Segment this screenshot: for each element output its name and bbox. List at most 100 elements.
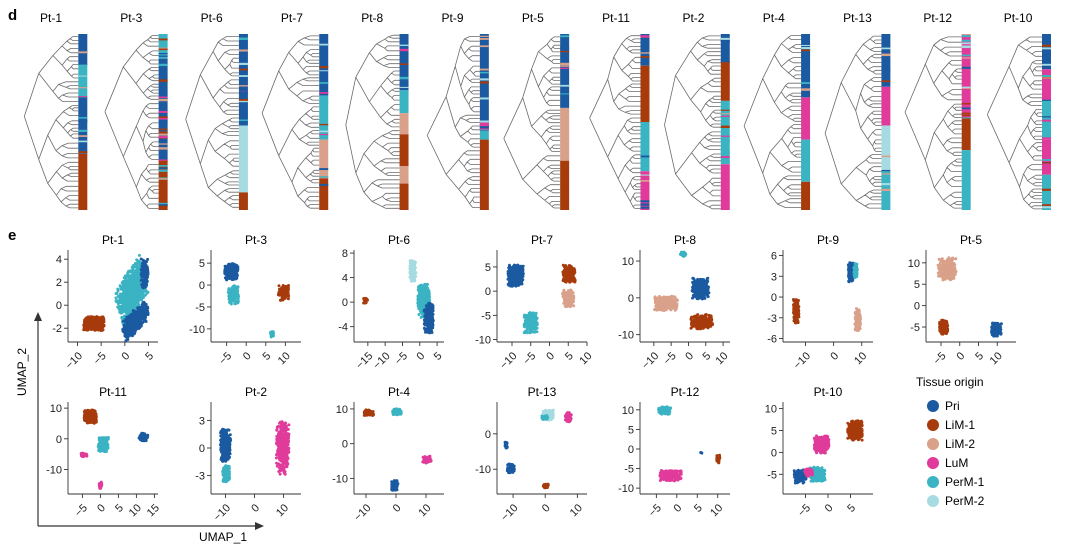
tree-branches (589, 35, 641, 209)
tree-pt-11: Pt-11 (589, 11, 650, 210)
tree-branches (104, 35, 159, 209)
cell-point (425, 317, 429, 321)
cell-point (525, 317, 529, 321)
cell-point (419, 287, 423, 291)
cell-point (144, 289, 148, 293)
tree-segment-perm-2 (238, 125, 248, 193)
cell-point (228, 298, 232, 302)
segment-stripe (479, 126, 489, 129)
cell-point (507, 283, 511, 287)
cell-point (125, 318, 129, 322)
tree-title: Pt-12 (923, 11, 952, 25)
cell-point (423, 308, 427, 312)
segment-block (158, 160, 168, 210)
segment-block (319, 34, 329, 96)
segment-block (640, 171, 650, 210)
cell-point (130, 321, 134, 325)
cell-point (127, 322, 131, 326)
segment-stripe (720, 125, 730, 128)
segment-block (399, 90, 409, 114)
segment-stripe (720, 114, 730, 117)
segment-stripe (319, 82, 329, 84)
cell-point (134, 275, 138, 279)
cell-point (514, 273, 518, 277)
cell-point (698, 283, 702, 287)
segment-stripe (640, 35, 650, 38)
cell-point (535, 321, 539, 325)
cell-point (568, 272, 572, 276)
cell-point (99, 320, 102, 324)
cluster-pri (223, 262, 240, 282)
cell-point (229, 301, 233, 305)
cell-point (133, 330, 137, 334)
segment-stripe (158, 135, 168, 139)
segment-stripe (1042, 77, 1051, 79)
cluster-perm-2 (408, 259, 418, 283)
cell-point (702, 287, 706, 291)
cell-point (567, 267, 571, 271)
cell-point (230, 267, 234, 270)
cell-point (124, 333, 128, 337)
cell-point (139, 268, 143, 272)
cell-point (235, 276, 239, 280)
x-tick-label: 5 (261, 350, 274, 363)
cell-point (126, 302, 129, 306)
cell-point (131, 324, 135, 328)
segment-stripe (158, 167, 168, 170)
cell-point (691, 276, 695, 280)
cell-point (130, 265, 134, 269)
cell-point (126, 334, 130, 338)
cell-point (121, 280, 125, 283)
segment-stripe (961, 107, 971, 110)
x-tick-label: 5 (143, 350, 156, 363)
tree-branches (986, 36, 1042, 210)
cluster-pri (121, 300, 150, 343)
cell-point (426, 329, 430, 333)
segment-block (399, 34, 409, 91)
segment-stripe (158, 79, 168, 82)
cell-point (136, 311, 140, 315)
cluster-lim-2 (653, 294, 679, 313)
tree-segment-lum (961, 34, 971, 119)
cell-point (126, 307, 130, 311)
segment-stripe (961, 57, 971, 59)
segment-block (78, 34, 88, 66)
cell-point (140, 314, 144, 318)
cell-point (516, 263, 520, 267)
cell-point (533, 327, 537, 330)
tree-branches (345, 34, 400, 209)
cell-point (122, 326, 126, 330)
cell-point (87, 318, 90, 322)
segment-stripe (1042, 116, 1051, 118)
cell-point (132, 313, 136, 317)
segment-block (319, 95, 329, 140)
cell-point (102, 320, 106, 323)
cell-point (138, 305, 142, 309)
segment-block (961, 150, 971, 210)
cell-point (123, 308, 127, 311)
cell-point (92, 326, 96, 330)
cell-point (427, 291, 431, 295)
cluster-perm-1 (678, 250, 688, 258)
segment-stripe (399, 44, 409, 46)
y-tick-label: -4 (338, 322, 348, 334)
cell-point (124, 298, 128, 302)
segment-stripe (158, 128, 168, 131)
cell-point (119, 300, 123, 304)
segment-stripe (1042, 63, 1051, 66)
cell-point (135, 298, 139, 302)
y-tick-label: 0 (56, 300, 62, 312)
cell-point (694, 289, 698, 293)
cell-point (124, 291, 127, 295)
segment-stripe (399, 76, 409, 80)
cell-point (528, 321, 532, 324)
tree-segment-perm-1 (640, 122, 650, 172)
segment-block (238, 192, 248, 210)
cluster-perm-1 (522, 311, 539, 335)
segment-stripe (1042, 162, 1051, 164)
segment-stripe (1042, 74, 1051, 78)
tree-pt-10: Pt-10 (986, 11, 1051, 210)
cell-point (419, 297, 423, 301)
